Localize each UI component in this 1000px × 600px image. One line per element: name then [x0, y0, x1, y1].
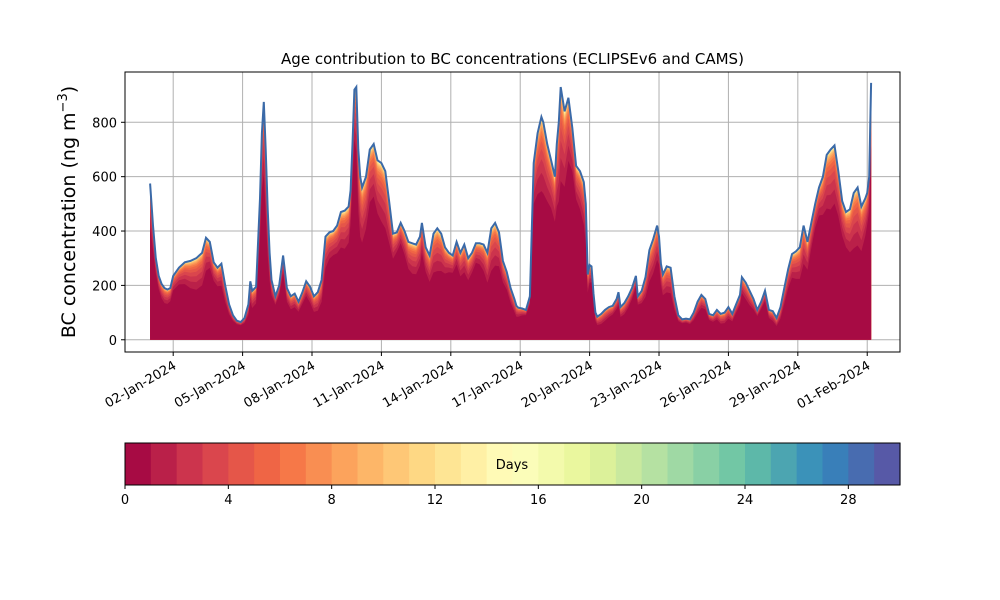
colorbar-cell	[125, 443, 152, 485]
colorbar-cell	[202, 443, 229, 485]
colorbar-frame	[124, 442, 901, 486]
colorbar-cell	[615, 443, 643, 485]
colorbar-cell	[305, 443, 333, 485]
age-area-day-0	[150, 139, 872, 340]
colorbar-cell	[280, 443, 307, 485]
age-stacked-areas	[150, 82, 872, 340]
x-tick-label: 23-Jan-2024	[588, 358, 665, 411]
colorbar-cell	[719, 443, 746, 485]
colorbar-cell	[796, 443, 824, 485]
total-concentration-line	[149, 82, 873, 324]
colorbar-tick-label: 8	[328, 493, 336, 508]
colorbar-cells	[125, 443, 901, 485]
colorbar-cell	[848, 443, 875, 485]
colorbar-cell	[228, 443, 255, 485]
x-tick-label: 14-Jan-2024	[380, 358, 457, 411]
y-tick-label: 400	[92, 225, 117, 240]
colorbar-ticks: 0 4 8 12 16 20 24 28	[121, 485, 857, 508]
x-tick-label: 26-Jan-2024	[658, 358, 735, 411]
colorbar-tick-label: 0	[121, 493, 129, 508]
plot-area: 0 200 400 600 800 02-Jan-202405-Jan-202408-J…	[92, 71, 901, 412]
colorbar-cell	[435, 443, 462, 485]
colorbar-tick-label: 16	[530, 493, 547, 508]
colorbar-cell	[383, 443, 410, 485]
x-tick-label: 11-Jan-2024	[311, 358, 388, 411]
colorbar-cell	[693, 443, 720, 485]
colorbar-tick-label: 12	[427, 493, 444, 508]
colorbar-cell	[590, 443, 617, 485]
colorbar-cell	[770, 443, 798, 485]
colorbar-cell	[745, 443, 772, 485]
y-tick-label: 800	[92, 116, 117, 131]
colorbar-cell	[460, 443, 488, 485]
colorbar-cell	[357, 443, 384, 485]
x-tick-label: 29-Jan-2024	[727, 358, 804, 411]
x-tick-label: 05-Jan-2024	[172, 358, 249, 411]
x-tick-label: 17-Jan-2024	[450, 358, 527, 411]
colorbar-cell	[409, 443, 436, 485]
y-tick-label: 600	[92, 171, 117, 186]
x-axis-ticks: 02-Jan-202405-Jan-202408-Jan-202411-Jan-…	[103, 352, 874, 412]
colorbar-cell	[538, 443, 565, 485]
colorbar-label: Days	[496, 458, 529, 473]
colorbar-cell	[564, 443, 591, 485]
y-axis-ticks: 0 200 400 600 800	[92, 116, 125, 349]
colorbar-cell	[150, 443, 178, 485]
colorbar-cell	[176, 443, 204, 485]
x-tick-label: 08-Jan-2024	[241, 358, 318, 411]
y-tick-label: 200	[92, 279, 117, 294]
colorbar-tick-label: 28	[840, 493, 857, 508]
x-tick-label: 20-Jan-2024	[519, 358, 596, 411]
colorbar-cell	[331, 443, 359, 485]
colorbar-cell	[512, 443, 539, 485]
colorbar: Days 0 4 8 12 16 20 24 28	[121, 442, 901, 508]
colorbar-cell	[254, 443, 281, 485]
colorbar-tick-label: 4	[224, 493, 232, 508]
colorbar-tick-label: 20	[633, 493, 650, 508]
colorbar-cell	[641, 443, 669, 485]
x-tick-label: 02-Jan-2024	[103, 358, 180, 411]
chart-title: Age contribution to BC concentrations (E…	[281, 50, 744, 68]
plot-frame	[124, 71, 901, 353]
y-tick-label: 0	[109, 334, 117, 349]
y-axis-label: BC concentration (ng m−3)	[56, 86, 80, 338]
x-tick-label: 01-Feb-2024	[795, 358, 874, 412]
colorbar-tick-label: 24	[737, 493, 754, 508]
colorbar-cell	[667, 443, 694, 485]
colorbar-cell	[486, 443, 514, 485]
colorbar-cell	[822, 443, 849, 485]
colorbar-cell	[874, 443, 901, 485]
